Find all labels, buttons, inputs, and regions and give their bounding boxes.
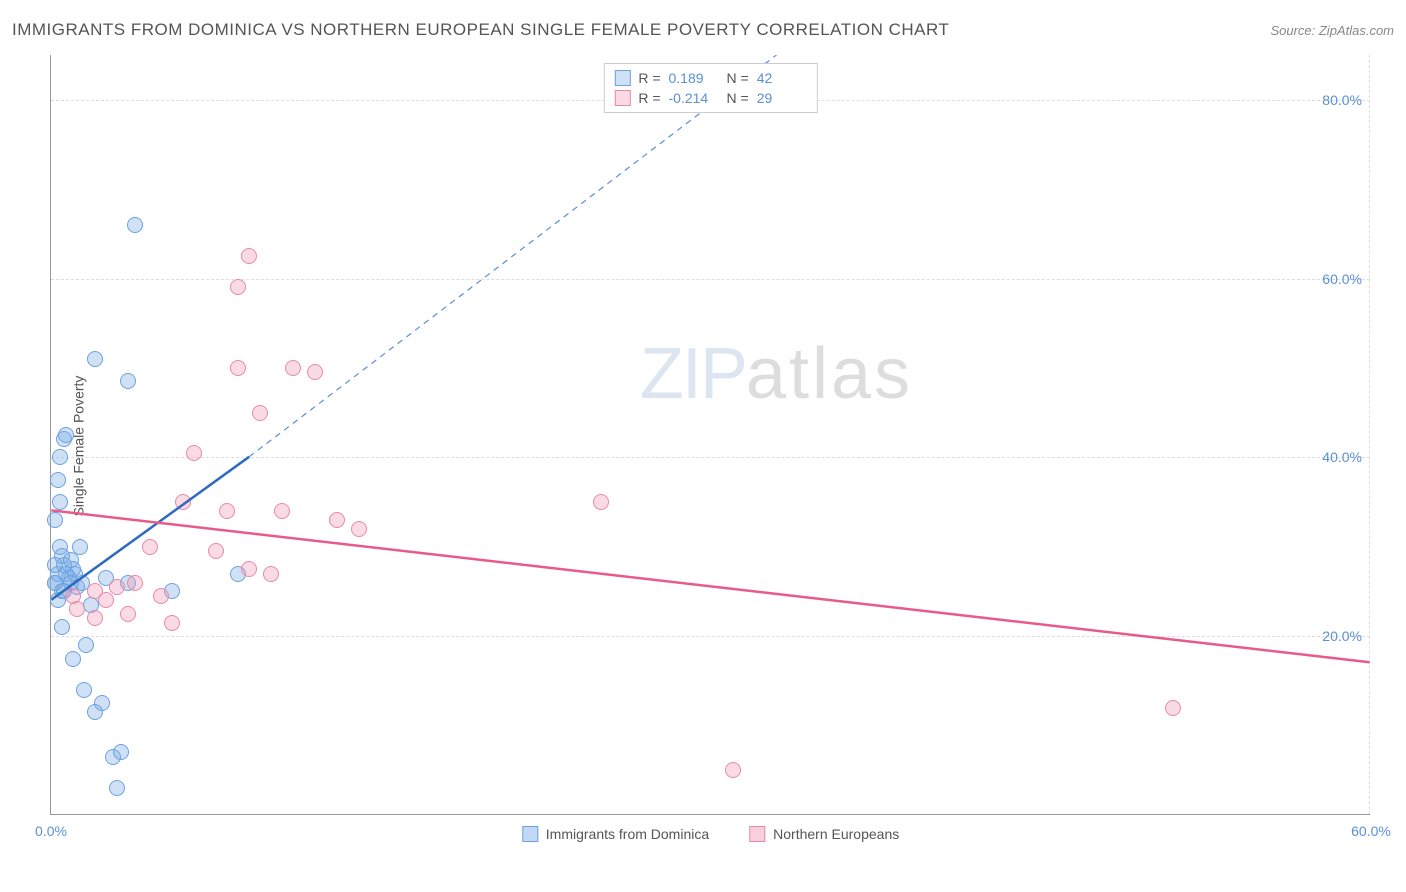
data-point	[120, 606, 136, 622]
source-text: Source: ZipAtlas.com	[1270, 23, 1394, 38]
r-label: R =	[638, 70, 660, 86]
n-label: N =	[727, 90, 749, 106]
data-point	[109, 579, 125, 595]
chart-title: IMMIGRANTS FROM DOMINICA VS NORTHERN EUR…	[12, 20, 949, 40]
data-point	[164, 615, 180, 631]
header-bar: IMMIGRANTS FROM DOMINICA VS NORTHERN EUR…	[12, 20, 1394, 40]
gridline	[51, 636, 1370, 637]
data-point	[58, 427, 74, 443]
plot-area: ZIPatlas R =0.189N =42R =-0.214N =29 Imm…	[50, 55, 1370, 815]
y-tick-label: 40.0%	[1322, 449, 1362, 465]
legend-label: Immigrants from Dominica	[546, 826, 709, 842]
data-point	[50, 472, 66, 488]
data-point	[263, 566, 279, 582]
legend-item: Immigrants from Dominica	[522, 826, 709, 842]
watermark-atlas: atlas	[746, 334, 913, 414]
data-point	[175, 494, 191, 510]
legend-stat-row: R = -0.214 N = 29	[614, 88, 806, 108]
data-point	[87, 351, 103, 367]
legend-bottom: Immigrants from Dominica Northern Europea…	[522, 826, 899, 842]
data-point	[208, 543, 224, 559]
data-point	[47, 557, 63, 573]
legend-stat-row: R = 0.189 N = 42	[614, 68, 806, 88]
legend-swatch	[522, 826, 538, 842]
y-tick-label: 80.0%	[1322, 92, 1362, 108]
n-value: 42	[757, 70, 807, 86]
data-point	[127, 575, 143, 591]
data-point	[52, 449, 68, 465]
data-point	[109, 780, 125, 796]
data-point	[113, 744, 129, 760]
r-label: R =	[638, 90, 660, 106]
plot-right-border	[1369, 55, 1370, 814]
x-tick-label: 60.0%	[1351, 823, 1391, 839]
gridline	[51, 457, 1370, 458]
legend-swatch	[614, 70, 630, 86]
data-point	[120, 373, 136, 389]
y-tick-label: 60.0%	[1322, 271, 1362, 287]
watermark: ZIPatlas	[640, 333, 913, 415]
data-point	[230, 360, 246, 376]
data-point	[87, 610, 103, 626]
watermark-zip: ZIP	[640, 334, 746, 414]
data-point	[153, 588, 169, 604]
data-point	[725, 762, 741, 778]
data-point	[76, 682, 92, 698]
data-point	[47, 512, 63, 528]
data-point	[186, 445, 202, 461]
data-point	[65, 651, 81, 667]
x-tick-label: 0.0%	[35, 823, 67, 839]
data-point	[127, 217, 143, 233]
data-point	[69, 601, 85, 617]
y-tick-label: 20.0%	[1322, 628, 1362, 644]
legend-label: Northern Europeans	[773, 826, 899, 842]
data-point	[241, 561, 257, 577]
r-value: -0.214	[669, 90, 719, 106]
n-label: N =	[727, 70, 749, 86]
data-point	[94, 695, 110, 711]
data-point	[329, 512, 345, 528]
gridline	[51, 279, 1370, 280]
legend-stats: R = 0.189 N = 42 R = -0.214 N = 29	[603, 63, 817, 113]
data-point	[72, 539, 88, 555]
data-point	[54, 619, 70, 635]
data-point	[52, 494, 68, 510]
legend-item: Northern Europeans	[749, 826, 899, 842]
r-value: 0.189	[669, 70, 719, 86]
legend-swatch	[614, 90, 630, 106]
data-point	[241, 248, 257, 264]
data-point	[351, 521, 367, 537]
data-point	[78, 637, 94, 653]
data-point	[593, 494, 609, 510]
data-point	[230, 279, 246, 295]
data-point	[1165, 700, 1181, 716]
data-point	[274, 503, 290, 519]
data-point	[285, 360, 301, 376]
data-point	[142, 539, 158, 555]
data-point	[307, 364, 323, 380]
data-point	[252, 405, 268, 421]
legend-swatch	[749, 826, 765, 842]
data-point	[219, 503, 235, 519]
data-point	[98, 592, 114, 608]
n-value: 29	[757, 90, 807, 106]
